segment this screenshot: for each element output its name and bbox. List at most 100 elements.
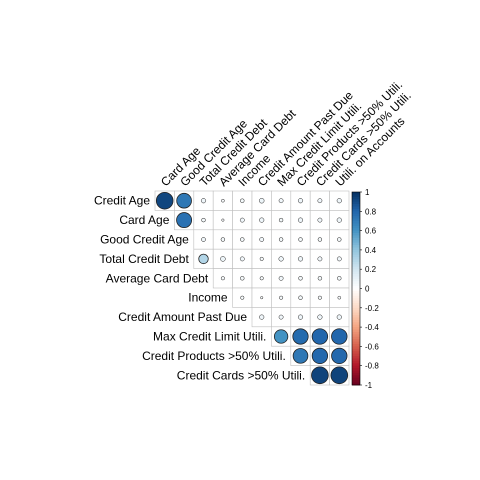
correlation-circle — [220, 256, 226, 262]
row-label: Max Credit Limit Utili. — [153, 330, 266, 344]
correlation-circle — [258, 197, 265, 204]
colorbar-segment — [352, 319, 360, 323]
colorbar-tick-label: 1 — [365, 188, 370, 197]
colorbar-tick-label: -0.2 — [365, 304, 379, 313]
correlation-circle — [297, 314, 304, 320]
colorbar-segment — [352, 363, 360, 367]
correlation-circle — [259, 256, 264, 261]
colorbar-segment — [352, 211, 360, 215]
row-label: Credit Cards >50% Utili. — [177, 368, 305, 382]
colorbar-segment — [352, 276, 360, 280]
correlation-circle — [317, 314, 323, 320]
colorbar-segment — [352, 192, 360, 195]
correlation-circle — [298, 237, 303, 242]
colorbar-segment — [352, 315, 360, 318]
correlation-circle — [259, 314, 265, 320]
colorbar-segment — [352, 298, 360, 301]
colorbar-segment — [352, 252, 360, 256]
correlation-circle — [240, 276, 245, 281]
correlation-circle — [311, 328, 329, 345]
colorbar-tick-label: 0 — [365, 285, 370, 294]
row-label: Card Age — [119, 213, 169, 227]
colorbar-segment — [352, 194, 360, 198]
correlation-circle — [201, 237, 206, 242]
colorbar-tick-label: 0.2 — [365, 265, 377, 274]
colorbar-segment — [352, 327, 360, 330]
correlation-circle — [240, 237, 245, 242]
correlation-circle — [331, 347, 348, 365]
colorbar-segment — [352, 233, 360, 236]
colorbar-segment — [352, 257, 360, 260]
colorbar-segment — [352, 201, 360, 205]
row-label: Credit Age — [94, 194, 150, 208]
colorbar-segment — [352, 223, 360, 227]
correlation-circle — [337, 237, 342, 242]
colorbar-segment — [352, 264, 360, 268]
correlation-circle — [273, 329, 289, 344]
colorbar-segment — [352, 370, 360, 374]
colorbar-segment — [352, 218, 360, 222]
correlation-circle — [278, 256, 284, 262]
colorbar-segment — [352, 208, 360, 212]
correlation-circle — [336, 217, 342, 223]
correlation-circle — [221, 218, 225, 222]
colorbar-tick-label: -1 — [365, 381, 373, 390]
colorbar-segment — [352, 213, 360, 217]
colorbar-segment — [352, 346, 360, 350]
colorbar-segment — [352, 351, 360, 355]
correlation-circles — [155, 191, 349, 385]
colorbar-segment — [352, 206, 360, 210]
colorbar-segment — [352, 225, 360, 229]
colorbar-tick-label: -0.8 — [365, 362, 379, 371]
colorbar-tick-label: 0.8 — [365, 207, 377, 216]
correlation-circle — [317, 198, 323, 204]
colorbar-segment — [352, 242, 360, 246]
colorbar-tick-label: -0.4 — [365, 323, 379, 332]
correlation-circle — [198, 253, 209, 265]
colorbar-segment — [352, 237, 360, 241]
correlation-circle — [337, 295, 342, 300]
correlation-circle — [297, 198, 304, 204]
correlation-circle — [278, 237, 284, 242]
correlation-circle — [260, 296, 264, 300]
correlation-circle — [239, 256, 245, 262]
colorbar-segment — [352, 317, 360, 321]
correlation-circle — [259, 217, 265, 223]
colorbar-segment — [352, 283, 360, 287]
colorbar-segment — [352, 324, 360, 328]
colorbar-segment — [352, 341, 360, 345]
colorbar-segment — [352, 286, 360, 289]
colorbar-segment — [352, 380, 360, 383]
correlation-circle — [317, 276, 323, 281]
correlation-circle — [337, 276, 342, 281]
colorbar-segment — [352, 261, 360, 265]
correlation-circle — [317, 237, 323, 242]
colorbar-segment — [352, 302, 360, 306]
correlation-circle — [298, 276, 303, 281]
colorbar-segment — [352, 334, 360, 338]
correlation-circle — [292, 348, 309, 364]
colorbar-segment — [352, 375, 360, 379]
correlation-circle — [331, 328, 348, 345]
colorbar-segment — [352, 365, 360, 369]
colorbar-segment — [352, 310, 360, 314]
colorbar-segment — [352, 204, 360, 207]
correlation-circle — [298, 295, 303, 300]
correlation-circle — [220, 237, 226, 242]
correlation-circle — [311, 366, 329, 385]
colorbar-segment — [352, 230, 360, 234]
correlation-circle — [239, 217, 245, 223]
correlation-circle — [155, 191, 174, 210]
colorbar-segment — [352, 245, 360, 248]
correlation-circle — [336, 256, 342, 262]
correlation-circle — [201, 217, 206, 223]
correlation-circle — [330, 366, 349, 385]
colorbar-segment — [352, 216, 360, 219]
colorbar-segment — [352, 343, 360, 347]
colorbar-segment — [352, 368, 360, 371]
correlation-circle — [176, 212, 193, 229]
row-labels: Credit Age Card Age Good Credit Age Total C… — [94, 194, 305, 383]
colorbar-segment — [352, 247, 360, 251]
colorbar-segment — [352, 295, 360, 299]
